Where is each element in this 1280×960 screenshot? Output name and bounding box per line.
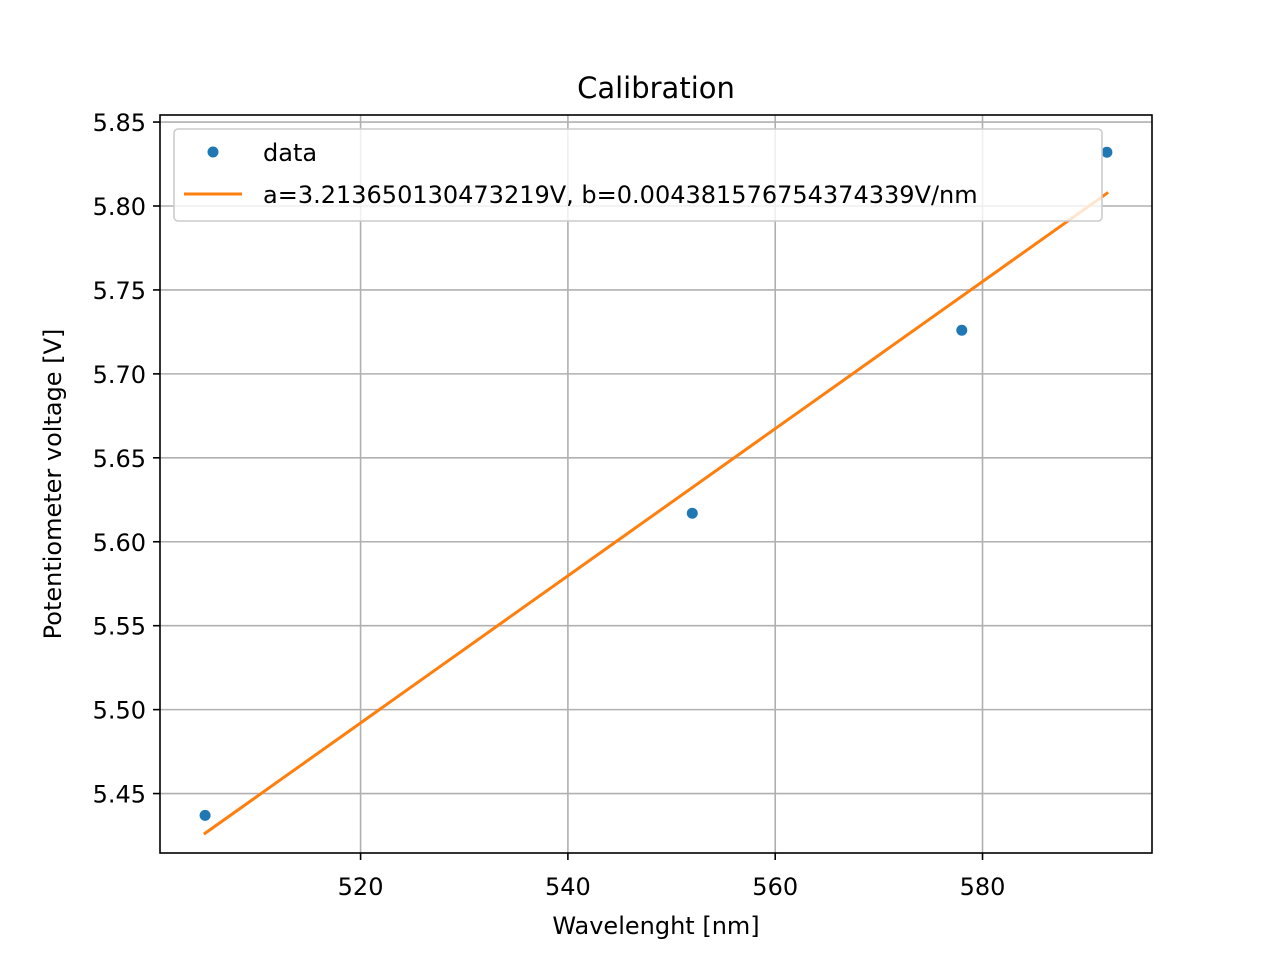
legend-fit-label: a=3.213650130473219V, b=0.00438157675437… [263, 181, 978, 209]
legend-data-marker [207, 146, 219, 158]
y-tick-label: 5.80 [93, 193, 146, 221]
legend-box [173, 128, 1103, 222]
ticks: 520 540 560 580 5.45 5.50 5.55 5.60 5.65 5.70 5.75… [93, 109, 1006, 901]
y-tick-label: 5.45 [93, 781, 146, 809]
x-tick-label: 520 [338, 873, 384, 901]
plot-frame [159, 114, 1153, 854]
series [199, 146, 1113, 836]
data-point [1101, 146, 1113, 158]
data-point [199, 809, 211, 821]
x-tick-label: 540 [545, 873, 591, 901]
y-axis-label: Potentiometer voltage [V] [39, 329, 67, 640]
x-axis-label: Wavelenght [nm] [552, 912, 759, 940]
legend-data-label: data [263, 139, 317, 167]
y-tick-label: 5.55 [93, 613, 146, 641]
grid [160, 115, 1152, 853]
fit-line [202, 191, 1110, 836]
x-tick-label: 580 [960, 873, 1006, 901]
y-tick-label: 5.85 [93, 109, 146, 137]
y-tick-label: 5.75 [93, 277, 146, 305]
legend: data a=3.213650130473219V, b=0.004381576… [173, 128, 1103, 222]
x-tick-label: 560 [752, 873, 798, 901]
y-tick-label: 5.50 [93, 697, 146, 725]
y-tick-label: 5.65 [93, 445, 146, 473]
chart-title: Calibration [577, 71, 735, 105]
y-tick-label: 5.60 [93, 529, 146, 557]
data-point [956, 324, 968, 336]
y-tick-label: 5.70 [93, 361, 146, 389]
data-point [686, 507, 698, 519]
